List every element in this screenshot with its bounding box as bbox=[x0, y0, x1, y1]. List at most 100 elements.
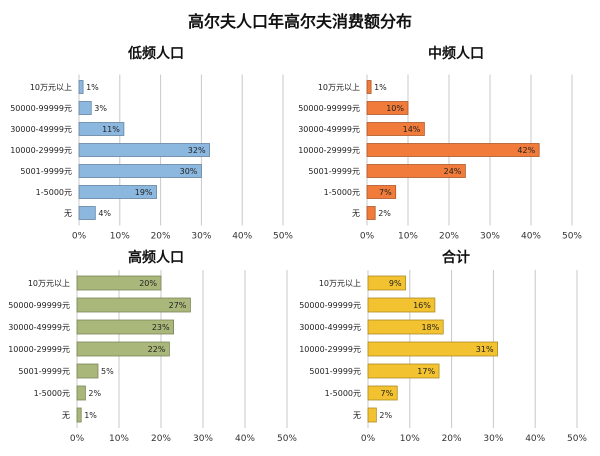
data-label: 1% bbox=[374, 83, 387, 92]
panel-title: 低频人口 bbox=[127, 45, 184, 62]
category-label: 1-5000元 bbox=[36, 188, 72, 197]
bar bbox=[366, 101, 409, 115]
bar bbox=[366, 143, 540, 157]
x-tick-label: 50% bbox=[273, 232, 293, 242]
data-label: 14% bbox=[403, 125, 421, 134]
bar bbox=[76, 319, 174, 335]
data-label: 9% bbox=[389, 279, 402, 288]
x-tick-label: 10% bbox=[110, 232, 130, 242]
bar bbox=[78, 164, 202, 178]
category-label: 无 bbox=[353, 411, 361, 420]
bar bbox=[366, 80, 372, 94]
data-label: 1% bbox=[86, 83, 99, 92]
bar bbox=[367, 341, 498, 357]
bar bbox=[78, 122, 125, 136]
category-label: 无 bbox=[64, 209, 72, 218]
x-tick-label: 30% bbox=[483, 434, 503, 444]
data-label: 7% bbox=[381, 389, 394, 398]
bar bbox=[76, 363, 99, 379]
data-label: 30% bbox=[180, 167, 198, 176]
x-tick-label: 0% bbox=[361, 434, 376, 444]
bar bbox=[78, 101, 92, 115]
bar bbox=[366, 122, 425, 136]
x-tick-label: 20% bbox=[151, 232, 171, 242]
data-label: 17% bbox=[417, 367, 435, 376]
category-label: 50000-99999元 bbox=[8, 301, 70, 310]
panel-title: 中频人口 bbox=[428, 45, 484, 62]
data-label: 2% bbox=[88, 389, 101, 398]
data-label: 42% bbox=[517, 146, 535, 155]
data-label: 24% bbox=[444, 167, 462, 176]
category-label: 50000-99999元 bbox=[299, 301, 361, 310]
x-tick-label: 30% bbox=[193, 434, 213, 444]
bar bbox=[76, 341, 170, 357]
category-label: 10000-29999元 bbox=[8, 345, 70, 354]
data-label: 19% bbox=[135, 188, 153, 197]
x-tick-label: 50% bbox=[562, 232, 582, 242]
x-tick-label: 40% bbox=[521, 232, 541, 242]
bar bbox=[76, 385, 86, 401]
category-label: 无 bbox=[352, 209, 360, 218]
category-label: 30000-49999元 bbox=[8, 323, 70, 332]
data-label: 31% bbox=[476, 345, 494, 354]
data-label: 5% bbox=[101, 367, 114, 376]
category-label: 5001-9999元 bbox=[20, 167, 72, 176]
x-tick-label: 20% bbox=[439, 232, 459, 242]
category-label: 5001-9999元 bbox=[309, 367, 361, 376]
bar bbox=[367, 407, 377, 423]
category-label: 30000-49999元 bbox=[10, 125, 72, 134]
x-tick-label: 30% bbox=[480, 232, 500, 242]
x-tick-label: 10% bbox=[109, 434, 129, 444]
category-label: 10万元以上 bbox=[319, 279, 361, 288]
chart-panel: 中频人口 0% 10% 20% 30% 40% 50% 10万元以上 1% 50000-99999… bbox=[298, 45, 582, 242]
category-label: 10万元以上 bbox=[30, 83, 72, 92]
category-label: 1-5000元 bbox=[34, 389, 70, 398]
x-tick-label: 50% bbox=[567, 434, 587, 444]
chart-panel: 低频人口 0% 10% 20% 30% 40% 50% 10万元以上 1% 50000-99999… bbox=[10, 45, 293, 242]
x-tick-label: 50% bbox=[277, 434, 297, 444]
x-tick-label: 0% bbox=[72, 232, 87, 242]
x-tick-label: 20% bbox=[442, 434, 462, 444]
data-label: 22% bbox=[148, 345, 166, 354]
category-label: 30000-49999元 bbox=[298, 125, 360, 134]
bar bbox=[76, 275, 162, 291]
category-label: 10万元以上 bbox=[318, 83, 360, 92]
x-tick-label: 20% bbox=[151, 434, 171, 444]
data-label: 2% bbox=[378, 209, 391, 218]
x-tick-label: 40% bbox=[235, 434, 255, 444]
x-tick-label: 10% bbox=[398, 232, 418, 242]
x-tick-label: 0% bbox=[70, 434, 85, 444]
data-label: 3% bbox=[94, 104, 107, 113]
bar bbox=[367, 275, 407, 291]
category-label: 10000-29999元 bbox=[298, 146, 360, 155]
data-label: 20% bbox=[139, 279, 157, 288]
data-label: 16% bbox=[413, 301, 431, 310]
x-tick-label: 30% bbox=[191, 232, 211, 242]
x-tick-label: 40% bbox=[232, 232, 252, 242]
category-label: 30000-49999元 bbox=[299, 323, 361, 332]
category-label: 无 bbox=[62, 411, 70, 420]
category-label: 10万元以上 bbox=[28, 279, 70, 288]
panel-title: 合计 bbox=[442, 249, 470, 266]
bar bbox=[76, 407, 82, 423]
category-label: 5001-9999元 bbox=[18, 367, 70, 376]
bar bbox=[367, 363, 440, 379]
category-label: 5001-9999元 bbox=[308, 167, 360, 176]
data-label: 18% bbox=[421, 323, 439, 332]
category-label: 1-5000元 bbox=[324, 188, 360, 197]
data-label: 10% bbox=[386, 104, 404, 113]
bar bbox=[78, 143, 210, 157]
x-tick-label: 40% bbox=[525, 434, 545, 444]
bar bbox=[78, 185, 157, 199]
data-label: 4% bbox=[98, 209, 111, 218]
category-label: 50000-99999元 bbox=[298, 104, 360, 113]
bar bbox=[76, 297, 191, 313]
category-label: 1-5000元 bbox=[325, 389, 361, 398]
bar bbox=[78, 206, 96, 220]
data-label: 32% bbox=[188, 146, 206, 155]
panel-title: 高频人口 bbox=[128, 249, 184, 266]
category-label: 10000-29999元 bbox=[299, 345, 361, 354]
bar bbox=[367, 385, 398, 401]
bar bbox=[367, 319, 444, 335]
bar bbox=[367, 297, 436, 313]
